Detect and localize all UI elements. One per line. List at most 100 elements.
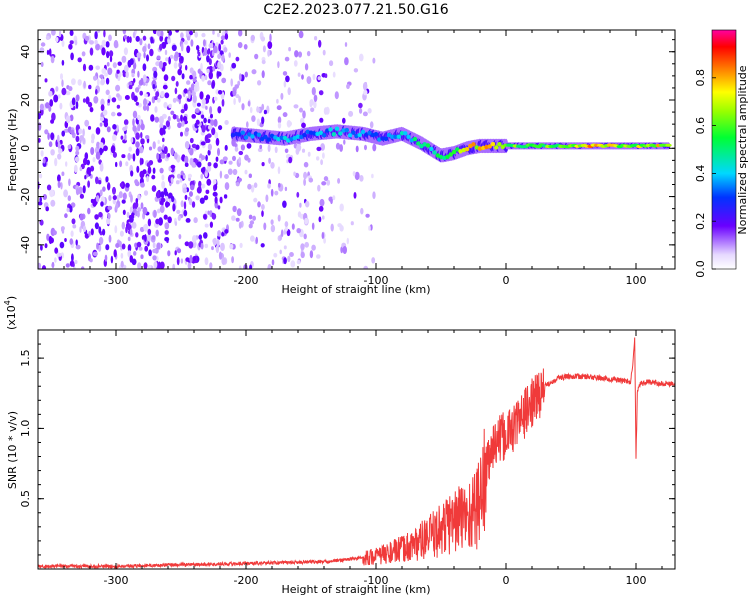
- noise-speckle: [159, 205, 165, 213]
- signal-core: [458, 149, 463, 154]
- noise-speckle: [75, 94, 80, 102]
- signal-core: [289, 137, 294, 142]
- noise-speckle: [240, 144, 245, 151]
- noise-speckle: [91, 133, 95, 141]
- noise-speckle: [190, 184, 195, 191]
- noise-speckle: [280, 92, 284, 100]
- noise-speckle: [94, 31, 98, 40]
- noise-speckle: [235, 182, 240, 187]
- noise-speckle: [299, 107, 303, 113]
- noise-speckle: [186, 45, 191, 54]
- noise-speckle: [310, 107, 315, 113]
- noise-speckle: [120, 260, 124, 268]
- noise-speckle: [48, 235, 53, 245]
- noise-speckle: [218, 125, 223, 131]
- noise-speckle: [238, 95, 242, 103]
- noise-speckle: [369, 121, 374, 129]
- noise-speckle: [297, 72, 301, 77]
- noise-speckle: [212, 191, 218, 197]
- noise-speckle: [371, 257, 376, 264]
- noise-speckle: [174, 87, 178, 95]
- noise-speckle: [70, 129, 75, 135]
- noise-speckle: [319, 198, 325, 207]
- noise-speckle: [182, 174, 186, 180]
- noise-speckle: [99, 142, 104, 150]
- noise-speckle: [160, 90, 165, 98]
- noise-speckle: [323, 237, 326, 244]
- signal-core: [422, 142, 427, 147]
- noise-speckle: [107, 99, 110, 103]
- noise-speckle: [164, 230, 169, 235]
- noise-speckle: [142, 206, 148, 215]
- noise-speckle: [109, 55, 113, 63]
- signal-core: [230, 133, 236, 138]
- noise-speckle: [332, 195, 336, 201]
- noise-speckle: [90, 147, 95, 155]
- noise-speckle: [182, 115, 188, 122]
- noise-speckle: [129, 206, 133, 214]
- noise-speckle: [289, 252, 294, 257]
- noise-speckle: [187, 261, 192, 269]
- noise-speckle: [224, 174, 229, 179]
- noise-speckle: [219, 159, 225, 165]
- colorbar-tick-label: 0.2: [694, 212, 707, 230]
- noise-speckle: [184, 194, 188, 200]
- noise-speckle: [103, 145, 108, 152]
- noise-speckle: [346, 237, 349, 245]
- spectrogram-y-ticks: -40 -20 0 20 40: [19, 39, 675, 270]
- noise-speckle: [248, 173, 252, 179]
- noise-speckle: [144, 245, 149, 252]
- noise-speckle: [203, 117, 207, 124]
- noise-speckle: [317, 76, 322, 81]
- noise-speckle: [221, 98, 225, 107]
- noise-speckle: [270, 162, 275, 169]
- noise-speckle: [159, 200, 164, 205]
- noise-speckle: [257, 80, 262, 86]
- noise-speckle: [207, 143, 212, 151]
- noise-speckle: [286, 229, 291, 237]
- noise-speckle: [291, 223, 295, 230]
- noise-speckle: [116, 112, 122, 117]
- noise-speckle: [180, 56, 184, 61]
- noise-speckle: [75, 135, 80, 143]
- noise-speckle: [107, 67, 113, 76]
- noise-speckle: [133, 251, 137, 256]
- noise-speckle: [39, 47, 45, 54]
- noise-speckle: [45, 206, 49, 212]
- noise-speckle: [193, 217, 198, 224]
- noise-speckle: [67, 144, 72, 150]
- noise-speckle: [132, 125, 137, 132]
- noise-speckle: [85, 96, 90, 105]
- noise-speckle: [136, 165, 140, 173]
- noise-speckle: [232, 89, 237, 97]
- noise-speckle: [44, 243, 48, 249]
- noise-speckle: [255, 236, 258, 244]
- noise-speckle: [269, 33, 272, 42]
- noise-speckle: [151, 235, 156, 240]
- noise-speckle: [298, 30, 304, 39]
- noise-speckle: [261, 70, 265, 79]
- noise-speckle: [241, 103, 245, 111]
- noise-speckle: [362, 111, 368, 117]
- noise-speckle: [119, 182, 124, 188]
- noise-speckle: [195, 119, 200, 125]
- noise-speckle: [153, 70, 158, 78]
- noise-speckle: [135, 232, 139, 238]
- noise-speckle: [330, 223, 334, 232]
- noise-speckle: [249, 220, 255, 225]
- x-tick-label: -200: [234, 274, 259, 287]
- signal-core: [419, 144, 424, 149]
- noise-speckle: [195, 195, 200, 201]
- noise-speckle: [38, 262, 42, 269]
- noise-speckle: [136, 241, 142, 248]
- noise-speckle: [78, 186, 83, 195]
- noise-speckle: [81, 51, 86, 57]
- noise-speckle: [93, 96, 99, 104]
- noise-speckle: [303, 171, 308, 180]
- noise-speckle: [135, 148, 140, 156]
- noise-speckle: [123, 34, 127, 40]
- noise-speckle: [128, 85, 133, 90]
- noise-speckle: [189, 254, 193, 264]
- noise-speckle: [216, 71, 222, 77]
- noise-speckle: [202, 39, 206, 47]
